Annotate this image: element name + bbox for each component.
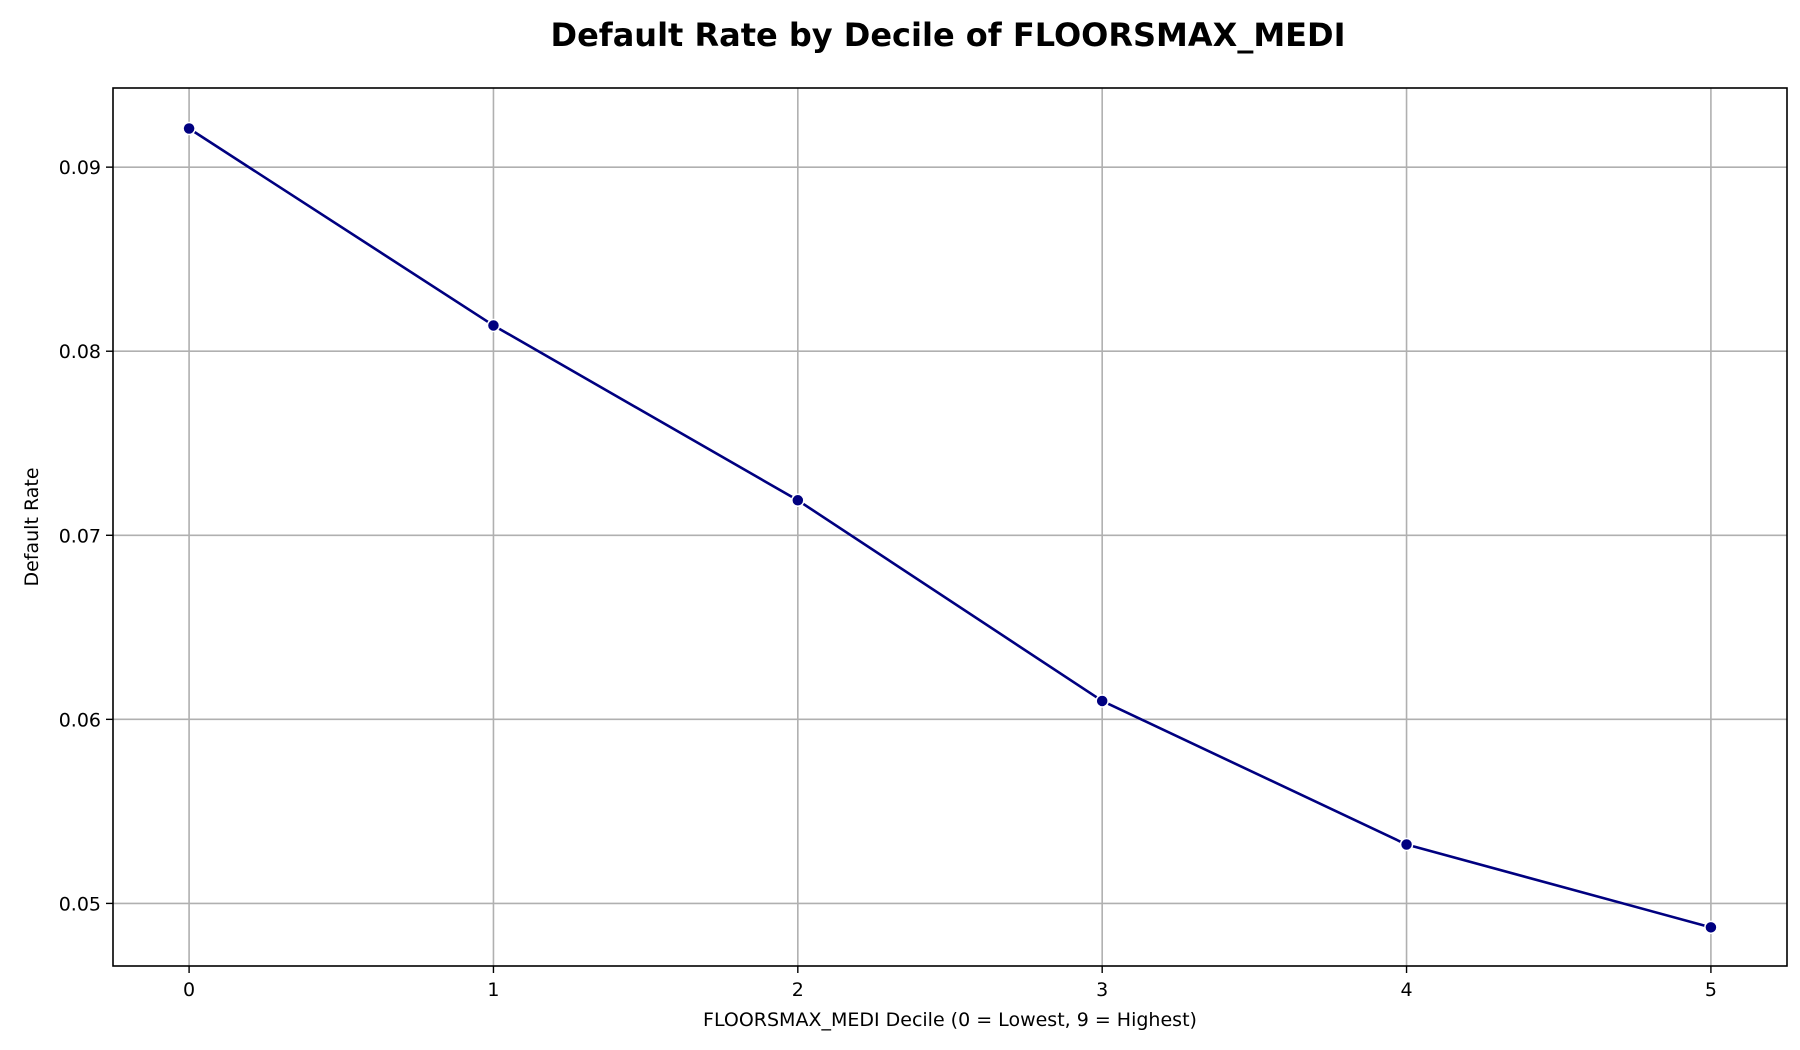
chart-title: Default Rate by Decile of FLOORSMAX_MEDI <box>551 16 1346 54</box>
x-tick-label: 5 <box>1705 979 1717 1001</box>
x-tick-label: 4 <box>1400 979 1412 1001</box>
data-point <box>1095 694 1109 708</box>
data-point <box>182 121 196 136</box>
x-tick-label: 1 <box>487 979 499 1001</box>
data-point <box>791 493 805 508</box>
plot-area-frame <box>112 87 1788 967</box>
x-tick-label: 0 <box>183 979 195 1001</box>
data-point <box>1399 837 1414 852</box>
y-tick-label: 0.06 <box>59 709 101 731</box>
series-layer <box>182 121 1718 935</box>
x-axis-label: FLOORSMAX_MEDI Decile (0 = Lowest, 9 = H… <box>703 1009 1197 1031</box>
ticks-layer: 0 1 2 3 4 5 0.05 0.06 0.07 0.08 0.09 <box>59 157 1717 1001</box>
data-point <box>486 318 501 333</box>
grid-layer <box>113 88 1787 966</box>
series-line <box>188 127 1712 929</box>
data-point <box>1704 920 1718 935</box>
x-tick-label: 3 <box>1096 979 1108 1001</box>
y-tick-label: 0.05 <box>59 893 101 915</box>
y-tick-label: 0.08 <box>59 341 101 363</box>
y-tick-label: 0.07 <box>59 525 101 547</box>
x-tick-label: 2 <box>792 979 804 1001</box>
y-tick-label: 0.09 <box>59 157 101 179</box>
y-axis-label: Default Rate <box>21 467 43 586</box>
